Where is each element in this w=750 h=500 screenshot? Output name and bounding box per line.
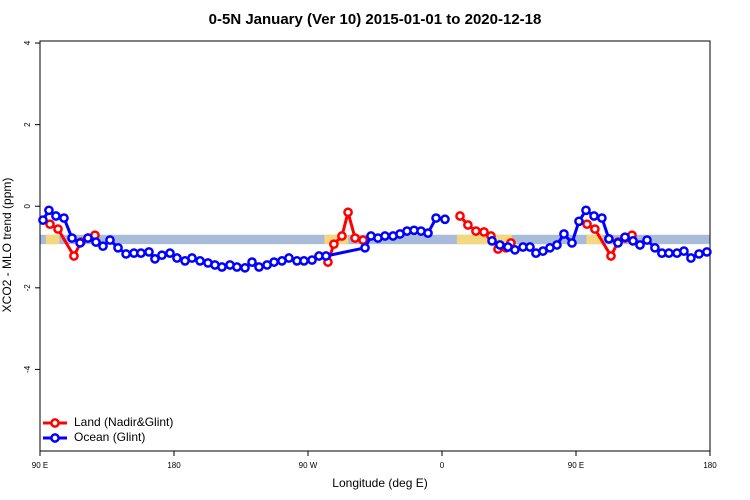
data-point bbox=[358, 235, 368, 245]
data-point bbox=[38, 215, 48, 225]
legend-marker bbox=[50, 418, 60, 428]
data-point bbox=[559, 229, 569, 239]
data-point bbox=[69, 251, 79, 261]
data-point bbox=[51, 211, 61, 221]
data-point bbox=[642, 235, 652, 245]
data-point bbox=[240, 262, 250, 273]
data-point bbox=[635, 240, 645, 250]
x-tick-label: 0 bbox=[440, 461, 445, 470]
data-point bbox=[525, 242, 535, 252]
data-point bbox=[431, 213, 441, 223]
data-point bbox=[679, 246, 689, 256]
data-point bbox=[307, 255, 317, 265]
data-point bbox=[495, 240, 505, 250]
data-point bbox=[121, 249, 131, 259]
y-axis-label: XCO2 - MLO trend (ppm) bbox=[0, 178, 14, 313]
y-tick-label: 2 bbox=[23, 122, 32, 127]
data-point bbox=[350, 233, 360, 243]
legend-label: Ocean (Glint) bbox=[74, 430, 145, 444]
y-tick-label: 0 bbox=[23, 203, 32, 208]
data-point bbox=[440, 214, 450, 225]
y-tick-label: -2 bbox=[23, 284, 32, 292]
plot-frame bbox=[39, 40, 711, 452]
data-point bbox=[113, 242, 123, 253]
data-point bbox=[589, 211, 599, 221]
data-point bbox=[343, 207, 353, 218]
data-point bbox=[150, 254, 160, 264]
x-axis-label: Longitude (deg E) bbox=[332, 476, 427, 490]
data-point bbox=[337, 231, 347, 241]
land-highlight bbox=[456, 234, 512, 245]
x-tick-label: 90 W bbox=[299, 461, 318, 470]
legend-label: Land (Nadir&Glint) bbox=[74, 415, 173, 429]
data-point bbox=[284, 253, 294, 263]
y-tick-label: -4 bbox=[23, 365, 32, 373]
data-point bbox=[45, 219, 55, 230]
data-point bbox=[463, 220, 473, 230]
x-tick-label: 90 E bbox=[32, 461, 48, 470]
data-point bbox=[98, 241, 108, 252]
data-point bbox=[597, 213, 607, 223]
data-point bbox=[105, 235, 115, 245]
data-point bbox=[613, 238, 623, 248]
land-highlight bbox=[324, 234, 349, 245]
data-point bbox=[471, 226, 481, 236]
x-tick-label: 90 E bbox=[568, 461, 584, 470]
x-tick-label: 180 bbox=[703, 461, 717, 470]
data-point bbox=[299, 256, 309, 266]
data-point bbox=[172, 253, 182, 263]
data-point bbox=[360, 242, 370, 253]
data-point bbox=[195, 256, 205, 266]
data-point bbox=[487, 236, 497, 246]
data-point bbox=[75, 238, 85, 248]
data-point bbox=[217, 262, 227, 272]
data-point bbox=[702, 247, 712, 257]
data-point bbox=[604, 234, 614, 244]
series-line bbox=[49, 206, 633, 263]
data-point bbox=[574, 216, 584, 227]
data-point bbox=[232, 262, 242, 272]
x-tick-label: 180 bbox=[167, 461, 181, 470]
data-point bbox=[567, 238, 577, 248]
data-point bbox=[187, 253, 197, 263]
data-point bbox=[590, 224, 600, 234]
data-point bbox=[157, 250, 167, 261]
data-point bbox=[247, 257, 257, 267]
data-point bbox=[380, 231, 390, 241]
data-point bbox=[664, 248, 674, 258]
data-point bbox=[686, 253, 696, 263]
data-point bbox=[59, 213, 69, 223]
data-point bbox=[479, 227, 489, 237]
data-point bbox=[321, 251, 331, 261]
land-highlight bbox=[45, 234, 60, 245]
data-point bbox=[165, 248, 175, 258]
data-point bbox=[694, 249, 704, 259]
data-point bbox=[53, 224, 63, 234]
data-point bbox=[628, 236, 638, 246]
data-point bbox=[581, 205, 591, 216]
data-point bbox=[329, 239, 339, 250]
data-point bbox=[91, 237, 101, 247]
data-point bbox=[67, 233, 77, 243]
y-tick-label: 4 bbox=[23, 40, 32, 45]
data-point bbox=[423, 228, 433, 238]
data-point bbox=[510, 245, 520, 255]
legend-marker bbox=[50, 433, 60, 443]
data-point bbox=[269, 257, 279, 267]
data-point bbox=[582, 219, 592, 230]
data-point bbox=[44, 205, 54, 216]
data-point bbox=[455, 211, 465, 221]
data-point bbox=[136, 248, 146, 258]
data-point bbox=[650, 242, 660, 253]
data-point bbox=[552, 240, 562, 250]
data-point bbox=[144, 247, 154, 257]
data-point bbox=[620, 232, 630, 243]
data-point bbox=[254, 262, 264, 272]
data-point bbox=[606, 251, 616, 261]
data-point bbox=[83, 233, 93, 243]
chart-title: 0-5N January (Ver 10) 2015-01-01 to 2020… bbox=[209, 11, 542, 28]
land-highlight bbox=[586, 234, 603, 245]
